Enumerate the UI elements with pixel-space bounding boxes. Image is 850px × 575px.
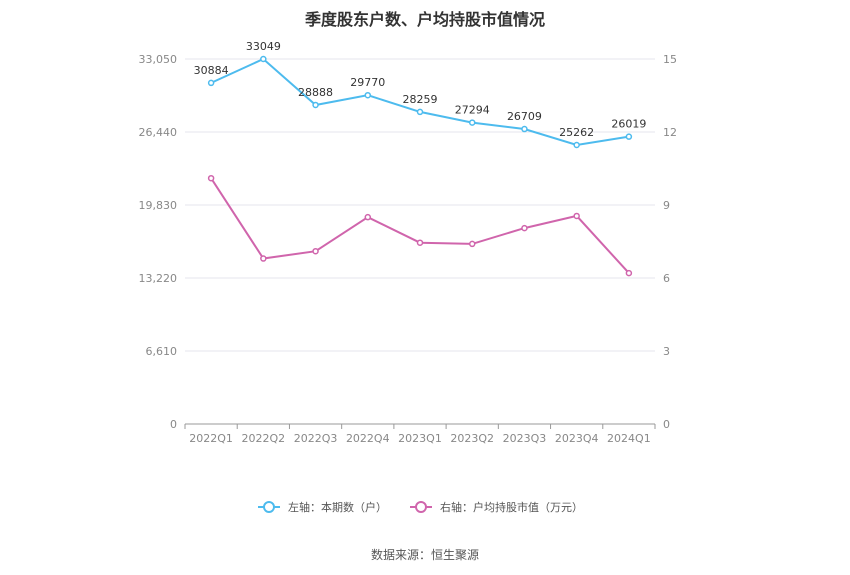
x-axis-tick-label: 2022Q2 xyxy=(242,432,286,445)
right-series-point xyxy=(573,212,580,220)
right-series-point xyxy=(521,224,528,232)
source-note: 数据来源：恒生聚源 xyxy=(370,548,479,562)
x-axis-tick-label: 2022Q4 xyxy=(346,432,390,445)
left-series-point xyxy=(625,133,633,140)
legend-left-series-label: 左轴：本期数（户） xyxy=(288,500,387,514)
x-axis-tick-label: 2024Q1 xyxy=(607,432,651,445)
left-series-point xyxy=(207,79,215,87)
left-axis-tick-label: 26,440 xyxy=(139,126,178,139)
right-series-point xyxy=(312,247,319,255)
legend-right-series-marker-icon xyxy=(415,501,427,513)
right-axis-tick-label: 12 xyxy=(663,126,677,139)
data-label: 26709 xyxy=(507,110,542,123)
left-series-point xyxy=(416,108,424,116)
left-axis-tick-label: 6,610 xyxy=(146,345,178,358)
left-series-point xyxy=(521,125,528,133)
x-axis-tick-label: 2022Q1 xyxy=(189,432,233,445)
right-series-point xyxy=(260,255,267,262)
legend-left-series-marker-icon xyxy=(263,501,275,513)
left-series-point xyxy=(260,55,267,63)
right-axis-tick-label: 0 xyxy=(663,418,670,431)
legend-right-series-label: 右轴：户均持股市值（万元） xyxy=(440,500,583,514)
right-series-point xyxy=(625,269,633,277)
left-axis-tick-label: 33,050 xyxy=(139,53,178,66)
right-axis-tick-label: 15 xyxy=(663,53,677,66)
right-series-point xyxy=(468,240,476,248)
data-label: 30884 xyxy=(194,64,229,77)
left-axis-tick-label: 13,220 xyxy=(139,272,178,285)
data-label: 29770 xyxy=(350,76,385,89)
x-axis-tick-label: 2023Q2 xyxy=(450,432,494,445)
x-axis-tick-label: 2022Q3 xyxy=(294,432,338,445)
right-axis-tick-label: 9 xyxy=(663,199,670,212)
right-series-point xyxy=(364,213,372,221)
data-label: 25262 xyxy=(559,126,594,139)
x-axis-tick-label: 2023Q1 xyxy=(398,432,442,445)
left-axis-tick-label: 19,830 xyxy=(139,199,178,212)
data-label: 28259 xyxy=(403,93,438,106)
data-label: 28888 xyxy=(298,86,333,99)
right-axis-tick-label: 6 xyxy=(663,272,670,285)
x-axis-tick-label: 2023Q4 xyxy=(555,432,599,445)
left-series-point xyxy=(573,141,580,149)
data-label: 26019 xyxy=(611,118,646,131)
left-series-point xyxy=(312,101,319,109)
chart-title: 季度股东户数、户均持股市值情况 xyxy=(304,10,545,29)
data-label: 33049 xyxy=(246,40,281,53)
data-label: 27294 xyxy=(455,104,490,117)
right-series-point xyxy=(416,239,424,246)
left-series-point xyxy=(468,119,476,126)
right-axis-tick-label: 3 xyxy=(663,345,670,358)
right-series-line xyxy=(210,177,630,274)
x-axis-tick-label: 2023Q3 xyxy=(503,432,547,445)
left-series-point xyxy=(364,91,372,99)
left-axis-tick-label: 0 xyxy=(170,418,177,431)
right-series-point xyxy=(207,174,215,182)
